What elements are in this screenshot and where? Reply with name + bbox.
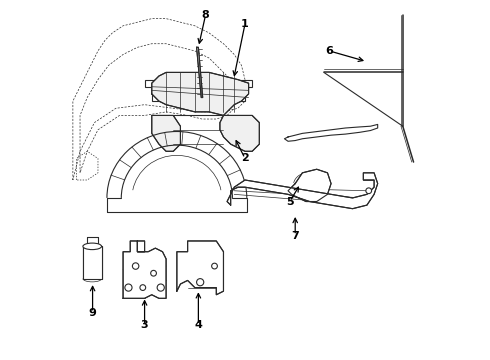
Polygon shape: [227, 173, 378, 209]
Circle shape: [366, 188, 371, 194]
Polygon shape: [83, 246, 101, 279]
Text: 5: 5: [286, 197, 294, 207]
Circle shape: [125, 284, 132, 291]
Circle shape: [151, 270, 156, 276]
Polygon shape: [123, 241, 166, 298]
Text: 4: 4: [195, 320, 202, 330]
Text: 2: 2: [241, 153, 249, 163]
Ellipse shape: [83, 243, 101, 249]
Polygon shape: [177, 241, 223, 295]
Polygon shape: [152, 72, 248, 116]
Polygon shape: [152, 94, 245, 101]
Text: 7: 7: [292, 231, 299, 240]
Text: 8: 8: [202, 10, 209, 20]
Polygon shape: [152, 116, 180, 151]
Polygon shape: [288, 169, 331, 202]
Text: 1: 1: [241, 19, 249, 29]
Polygon shape: [220, 116, 259, 151]
Circle shape: [157, 284, 164, 291]
Polygon shape: [145, 80, 252, 87]
Circle shape: [212, 263, 218, 269]
Text: 6: 6: [325, 46, 333, 56]
Circle shape: [132, 263, 139, 269]
Circle shape: [140, 285, 146, 291]
Circle shape: [196, 279, 204, 286]
Polygon shape: [196, 47, 203, 98]
Text: 9: 9: [89, 308, 97, 318]
Text: 3: 3: [141, 320, 148, 330]
